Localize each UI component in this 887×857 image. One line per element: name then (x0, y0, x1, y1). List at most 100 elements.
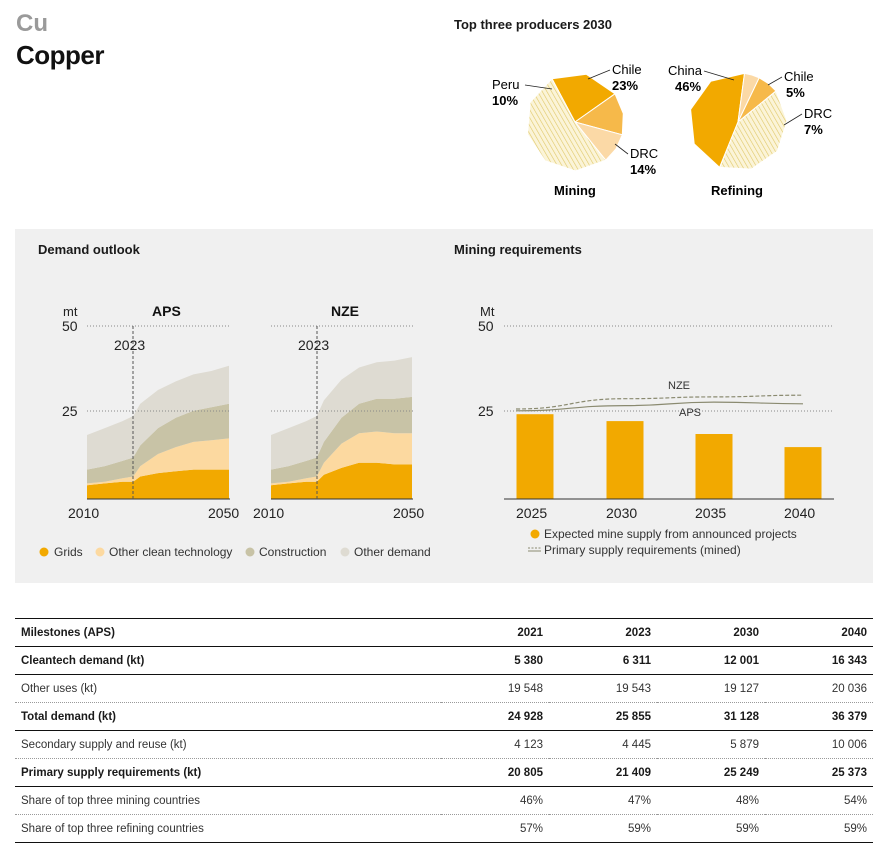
table-header-year: 2030 (657, 618, 765, 647)
row-label: Other uses (kt) (15, 674, 441, 703)
element-symbol: Cu (16, 10, 48, 37)
area-grids (87, 469, 229, 499)
table-header-year: 2040 (765, 618, 873, 647)
mining-xticks: 2025 2030 2035 2040 (516, 505, 815, 521)
nze-line-label: NZE (668, 380, 690, 392)
mining-drc-country: DRC (630, 146, 658, 161)
mining-drc-pct: 14% (630, 162, 656, 177)
mining-slice-rest (526, 77, 607, 172)
mining-ytick-25: 25 (478, 403, 494, 419)
element-name: Copper (16, 40, 105, 70)
area-other-demand (271, 357, 412, 470)
refining-drc-pct: 7% (804, 122, 823, 137)
row-value: 25 855 (549, 702, 657, 731)
legend-primary-supply-label: Primary supply requirements (mined) (544, 543, 741, 557)
mining-xtick-2025: 2025 (516, 505, 547, 521)
row-label: Primary supply requirements (kt) (15, 758, 441, 787)
bar-2030 (606, 421, 644, 499)
area-construction (87, 403, 229, 484)
mining-requirements-chart: Mt 50 25 NZE APS 2025 2030 2035 2040 Expect… (478, 304, 834, 557)
demand-ytick-50: 50 (62, 318, 78, 334)
row-value: 46% (441, 786, 549, 815)
refining-china-country: China (668, 63, 703, 78)
table-row: Share of top three mining countries 46% … (15, 786, 873, 815)
demand-legend: Grids Other clean technology Constructio… (39, 545, 431, 559)
demand-unit: mt (63, 304, 78, 319)
row-value: 25 249 (657, 758, 765, 787)
nze-xtick-start: 2010 (253, 505, 284, 521)
row-label: Share of top three mining countries (15, 786, 441, 815)
mining-lines (515, 394, 804, 412)
producers-title: Top three producers 2030 (454, 17, 612, 32)
nze-area-chart (271, 357, 412, 499)
table-row: Other uses (kt) 19 548 19 543 19 127 20 … (15, 674, 873, 703)
row-value: 20 805 (441, 758, 549, 787)
mining-pie (526, 73, 624, 172)
area-other-clean-technology (87, 438, 229, 486)
row-value: 54% (765, 786, 873, 815)
row-value: 21 409 (549, 758, 657, 787)
row-label: Total demand (kt) (15, 702, 441, 731)
refining-china-pct: 46% (675, 79, 701, 94)
mining-xtick-2035: 2035 (695, 505, 726, 521)
producers-pies: Peru 10% Chile 23% DRC 14% Mining China … (492, 62, 832, 198)
aps-area-chart (87, 365, 229, 499)
area-construction (271, 396, 412, 484)
nze-title: NZE (331, 303, 359, 319)
row-label: Secondary supply and reuse (kt) (15, 730, 441, 759)
row-value: 47% (549, 786, 657, 815)
bar-2025 (516, 414, 554, 499)
row-value: 16 343 (765, 646, 873, 675)
aps-line-label: APS (679, 407, 701, 419)
row-value: 19 548 (441, 674, 549, 703)
mining-bars (516, 414, 822, 499)
area-other-demand (87, 365, 229, 470)
bar-2040 (784, 447, 822, 499)
line-aps (515, 401, 804, 412)
row-value: 31 128 (657, 702, 765, 731)
row-value: 59% (657, 814, 765, 843)
table-row: Cleantech demand (kt) 5 380 6 311 12 001… (15, 646, 873, 675)
demand-ytick-25: 25 (62, 403, 78, 419)
mining-label: Mining (554, 183, 596, 198)
table-header-label: Milestones (APS) (15, 618, 441, 647)
aps-xtick-end: 2050 (208, 505, 239, 521)
mining-chile-pct: 23% (612, 78, 638, 93)
table-row: Total demand (kt) 24 928 25 855 31 128 3… (15, 702, 873, 731)
mining-chile-country: Chile (612, 62, 642, 77)
row-value: 6 311 (549, 646, 657, 675)
legend-other-demand-swatch (340, 547, 350, 557)
legend-construction-swatch (245, 547, 255, 557)
legend-other-clean-label: Other clean technology (109, 545, 232, 559)
aps-xtick-start: 2010 (68, 505, 99, 521)
refining-slice-rest (718, 90, 788, 170)
refining-chile-pct: 5% (786, 85, 805, 100)
row-value: 19 543 (549, 674, 657, 703)
milestones-table: Milestones (APS) 2021 2023 2030 2040 Cle… (15, 618, 873, 843)
row-value: 20 036 (765, 674, 873, 703)
aps-2023-label: 2023 (114, 337, 145, 353)
row-value: 24 928 (441, 702, 549, 731)
refining-drc-country: DRC (804, 106, 832, 121)
area-grids (271, 462, 412, 499)
row-value: 19 127 (657, 674, 765, 703)
legend-grids-swatch (39, 547, 49, 557)
row-value: 48% (657, 786, 765, 815)
table-header-year: 2023 (549, 618, 657, 647)
mining-xtick-2030: 2030 (606, 505, 637, 521)
bar-2035 (695, 434, 733, 499)
row-value: 5 380 (441, 646, 549, 675)
row-value: 36 379 (765, 702, 873, 731)
table-header-year: 2021 (441, 618, 549, 647)
row-value: 5 879 (657, 730, 765, 759)
refining-pie (690, 72, 788, 170)
demand-outlook-chart: 2023 2023 mt 50 25 APS NZE 2010 2050 201… (62, 303, 424, 521)
mining-requirements-title: Mining requirements (454, 242, 582, 257)
legend-mine-supply-label: Expected mine supply from announced proj… (544, 527, 797, 541)
table-row: Secondary supply and reuse (kt) 4 123 4 … (15, 730, 873, 759)
table-row: Primary supply requirements (kt) 20 805 … (15, 758, 873, 787)
row-value: 59% (549, 814, 657, 843)
row-label: Share of top three refining countries (15, 814, 441, 843)
legend-grids-label: Grids (54, 545, 83, 559)
mining-unit: Mt (480, 304, 495, 319)
